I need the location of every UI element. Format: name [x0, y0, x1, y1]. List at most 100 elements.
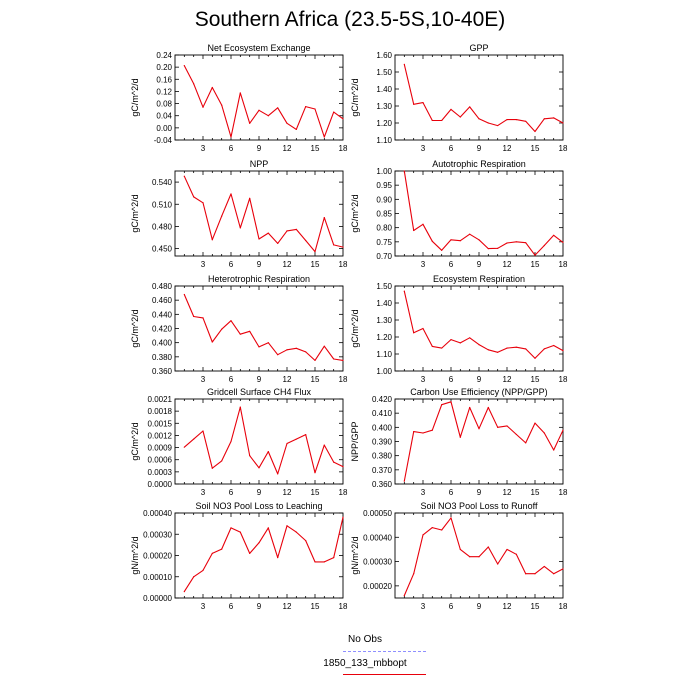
data-point: [277, 557, 279, 559]
data-point: [305, 434, 307, 436]
data-point: [553, 234, 555, 236]
data-point: [193, 315, 195, 318]
data-point: [258, 542, 260, 544]
data-point: [459, 342, 461, 344]
y-tick-label: 1.20: [376, 119, 392, 128]
data-point: [183, 446, 185, 448]
data-point: [314, 561, 316, 563]
x-tick-label: 9: [257, 602, 262, 611]
x-tick-label: 12: [503, 375, 512, 384]
y-tick-label: 0.24: [156, 51, 172, 60]
data-point: [267, 342, 269, 344]
x-tick-label: 9: [257, 488, 262, 497]
x-tick-label: 6: [229, 144, 234, 153]
data-point: [543, 118, 545, 120]
data-point: [211, 552, 213, 554]
data-point: [534, 357, 536, 359]
y-tick-label: 0.380: [372, 452, 393, 461]
x-tick-label: 12: [283, 260, 292, 269]
data-point: [525, 573, 527, 575]
panel-frame: [394, 285, 564, 372]
data-point: [469, 106, 471, 108]
data-point: [193, 438, 195, 440]
data-point: [295, 228, 297, 230]
y-tick-label: 0.04: [156, 112, 172, 121]
y-tick-label: 0.00: [156, 124, 172, 133]
legend-label-model: 1850_133_mbbopt: [323, 658, 407, 669]
data-point: [333, 244, 335, 246]
data-point: [333, 461, 335, 463]
x-tick-label: 12: [283, 602, 292, 611]
x-tick-label: 9: [477, 144, 482, 153]
data-point: [183, 65, 185, 67]
data-point: [221, 215, 223, 217]
y-axis-label: gN/m^2/d: [130, 536, 140, 574]
panel-7: Gridcell Surface CH4 Flux 3 6 9 12 15 18 0.0000…: [130, 387, 348, 497]
data-point: [431, 526, 433, 529]
data-point: [277, 107, 279, 109]
y-tick-label: 0.08: [156, 100, 172, 109]
y-tick-label: 0.450: [152, 245, 173, 254]
x-tick-label: 15: [531, 144, 540, 153]
y-axis-label: gC/m^2/d: [130, 422, 140, 460]
y-axis-label: gC/m^2/d: [350, 194, 360, 232]
y-tick-label: 1.40: [376, 299, 392, 308]
data-point: [497, 351, 499, 353]
y-tick-label: 0.80: [376, 224, 392, 233]
x-tick-label: 6: [449, 144, 454, 153]
data-point: [342, 359, 344, 361]
y-tick-label: 0.16: [156, 75, 172, 84]
y-tick-label: 0.00020: [143, 552, 172, 561]
x-tick-label: 3: [201, 602, 206, 611]
data-point: [403, 480, 405, 482]
data-point: [323, 444, 325, 446]
data-point: [230, 193, 232, 195]
data-point: [515, 553, 517, 555]
x-tick-label: 15: [311, 488, 320, 497]
x-tick-label: 18: [559, 375, 568, 384]
series-line: [183, 517, 344, 592]
data-point: [487, 406, 489, 409]
y-tick-label: 0.12: [156, 87, 172, 96]
panel-title: Net Ecosystem Exchange: [207, 43, 310, 53]
x-tick-label: 18: [559, 144, 568, 153]
y-tick-label: 0.90: [376, 195, 392, 204]
data-point: [450, 338, 452, 341]
x-tick-label: 15: [311, 260, 320, 269]
x-tick-label: 6: [229, 260, 234, 269]
data-point: [342, 246, 344, 248]
data-point: [258, 109, 260, 111]
panel-title: Ecosystem Respiration: [433, 274, 525, 284]
data-point: [286, 349, 288, 351]
data-point: [506, 242, 508, 244]
y-axis-label: gC/m^2/d: [350, 78, 360, 116]
series-line: [183, 294, 344, 361]
x-tick-label: 3: [421, 488, 426, 497]
y-tick-label: 0.0000: [148, 480, 173, 489]
data-point: [193, 576, 195, 578]
y-tick-label: 1.30: [376, 316, 392, 325]
y-tick-label: 0.440: [152, 310, 173, 319]
x-tick-label: 15: [311, 375, 320, 384]
y-tick-label: 0.480: [152, 282, 173, 291]
panel-frame: [394, 512, 564, 599]
y-tick-label: 0.0006: [148, 456, 173, 465]
data-point: [506, 548, 508, 551]
x-tick-label: 9: [257, 260, 262, 269]
data-point: [286, 230, 288, 232]
data-point: [403, 170, 405, 172]
y-tick-label: 0.0015: [148, 419, 173, 428]
y-axis-label: gN/m^2/d: [350, 536, 360, 574]
data-point: [497, 247, 499, 249]
x-tick-label: 12: [503, 488, 512, 497]
legend-line-model: [343, 674, 426, 675]
y-tick-label: 1.50: [376, 282, 392, 291]
x-tick-label: 12: [503, 144, 512, 153]
panel-10: Soil NO3 Pool Loss to Runoff 3 6 9 12 15 18 0.0…: [350, 501, 568, 611]
data-point: [314, 359, 316, 361]
y-axis-label: gC/m^2/d: [350, 309, 360, 347]
x-tick-label: 9: [477, 602, 482, 611]
panel-frame: [174, 285, 344, 372]
data-point: [403, 290, 405, 292]
